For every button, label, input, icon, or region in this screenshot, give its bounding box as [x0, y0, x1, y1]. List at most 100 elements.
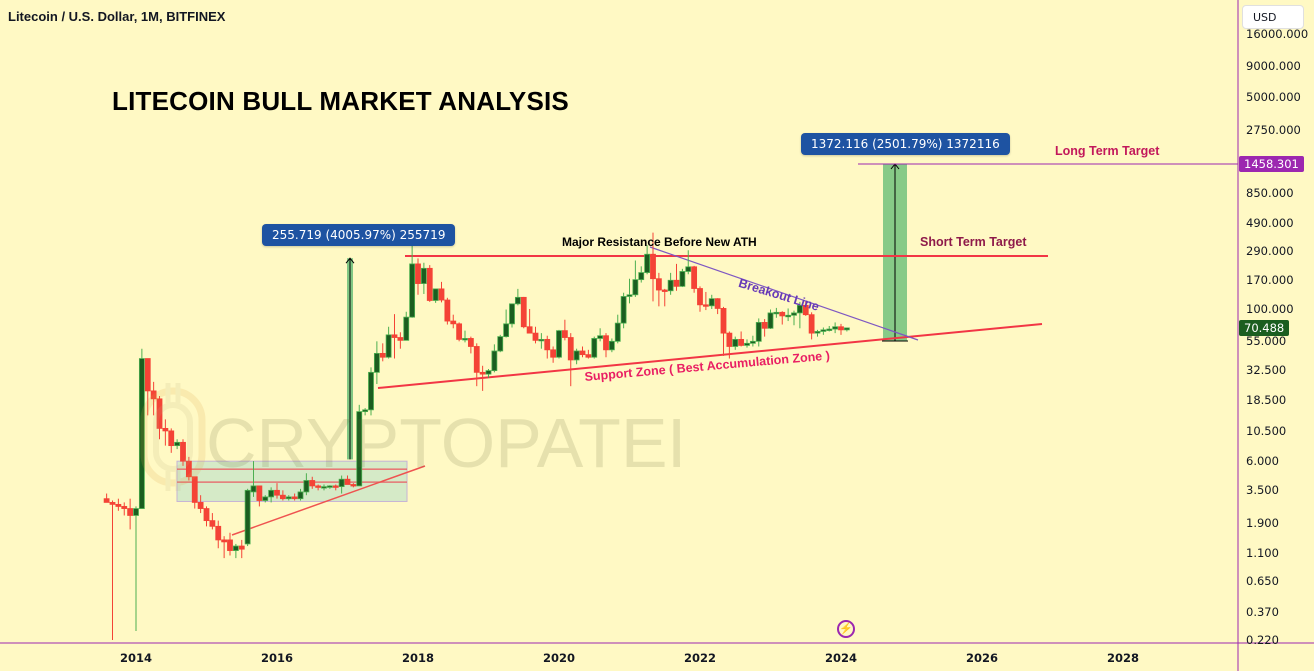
watermark-logo: CRYPTOPATEL — [140, 383, 707, 493]
candle-body — [685, 266, 692, 272]
price-tick-label: 3.500 — [1246, 483, 1279, 498]
price-tick-label: 1.900 — [1246, 516, 1279, 531]
candle-body — [456, 323, 463, 340]
candle-body — [503, 323, 510, 338]
candle-body — [409, 263, 416, 318]
candle-body — [162, 427, 169, 432]
candle-body — [250, 485, 257, 493]
candle-body — [127, 508, 134, 516]
flash-icon[interactable]: ⚡ — [837, 620, 855, 638]
candle-body — [420, 267, 427, 284]
candle-body — [749, 340, 756, 344]
candle-body — [150, 390, 157, 400]
candle-body — [415, 263, 421, 284]
price-tick-label: 290.000 — [1246, 244, 1294, 259]
candle-body — [256, 485, 263, 501]
candle-body — [138, 358, 145, 509]
candle-body — [315, 485, 322, 488]
candle-body — [556, 330, 562, 358]
candle-body — [550, 349, 557, 358]
price-tick-label: 170.000 — [1246, 273, 1294, 288]
candle-body — [180, 441, 186, 462]
candle-body — [485, 370, 492, 375]
candle-body — [432, 288, 439, 301]
candle-body — [274, 489, 280, 496]
measure-label-target[interactable]: 1372.116 (2501.79%) 1372116 — [801, 133, 1010, 155]
symbol-title: Litecoin / U.S. Dollar, 1M, BITFINEX — [8, 9, 226, 24]
time-tick-label: 2026 — [965, 651, 999, 665]
candle-body — [702, 304, 709, 307]
candle-body — [814, 331, 821, 334]
candle-body — [738, 338, 745, 346]
price-tick-label: 1.100 — [1246, 545, 1279, 560]
candle-body — [632, 279, 639, 296]
candle-body — [708, 298, 715, 307]
candle-body — [650, 253, 656, 280]
early-trendline — [231, 465, 426, 536]
time-tick-label: 2024 — [824, 651, 858, 665]
candle-body — [638, 272, 645, 281]
candle-body — [767, 312, 774, 329]
candle-body — [350, 484, 357, 487]
price-tick-label: 0.650 — [1246, 574, 1279, 589]
candle-body — [644, 253, 651, 273]
candle-body — [444, 299, 451, 322]
candle-body — [514, 296, 521, 305]
price-tick-label: 55.000 — [1246, 334, 1287, 349]
time-tick-label: 2014 — [119, 651, 153, 665]
analysis-title: LITECOIN BULL MARKET ANALYSIS — [112, 86, 569, 116]
candle-body — [597, 335, 604, 339]
price-tick-label: 32.500 — [1246, 362, 1287, 377]
candle-body — [573, 350, 580, 361]
candle-body — [385, 334, 392, 358]
candle-body — [626, 294, 633, 297]
candle-body — [133, 508, 139, 516]
candle-body — [144, 358, 151, 392]
price-tick-label: 10.500 — [1246, 423, 1287, 438]
candle-body — [673, 279, 680, 287]
price-tick-label: 0.220 — [1246, 633, 1279, 648]
candle-body — [744, 342, 750, 346]
currency-selector[interactable]: USD — [1242, 5, 1304, 29]
measure-label-2017[interactable]: 255.719 (4005.97%) 255719 — [262, 224, 456, 246]
price-tick-label: 6.000 — [1246, 454, 1279, 469]
candle-body — [532, 332, 539, 341]
short-term-target-label: Short Term Target — [920, 235, 1027, 249]
svg-text:CRYPTOPATEL: CRYPTOPATEL — [206, 404, 680, 482]
candle-body — [714, 298, 721, 309]
candle-body — [755, 322, 762, 342]
price-tick-label: 16000.000 — [1246, 27, 1309, 42]
candle-body — [209, 520, 216, 527]
candle-body — [791, 312, 797, 316]
candle-body — [168, 430, 175, 447]
candle-body — [462, 338, 468, 341]
candle-body — [309, 480, 316, 487]
candle-body — [303, 480, 310, 493]
candle-body — [826, 328, 833, 331]
candle-body — [156, 398, 163, 429]
candle-body — [391, 334, 398, 338]
candle-body — [843, 327, 850, 331]
candle-body — [526, 326, 533, 334]
candle-body — [338, 478, 345, 488]
price-tick-label: 850.000 — [1246, 186, 1294, 201]
price-tick-label: 18.500 — [1246, 393, 1287, 408]
candle-body — [191, 476, 198, 503]
price-axis[interactable]: 16000.000 9000.000 5000.000 2750.000 850.000… — [1238, 0, 1314, 647]
candle-body — [203, 508, 210, 522]
candle-body — [403, 316, 410, 341]
candle-body — [497, 336, 504, 352]
candle-body — [438, 288, 445, 301]
price-tick-label: 2750.000 — [1246, 122, 1301, 137]
long-term-target-label: Long Term Target — [1055, 144, 1160, 158]
candle-body — [356, 411, 363, 487]
candle-body — [726, 332, 733, 347]
candle-body — [479, 371, 486, 375]
candle-body — [103, 498, 110, 503]
candle-body — [808, 314, 815, 334]
candle-body — [802, 304, 809, 316]
candle-body — [332, 485, 339, 488]
candle-body — [679, 271, 686, 287]
arrowhead-icon — [345, 257, 355, 264]
